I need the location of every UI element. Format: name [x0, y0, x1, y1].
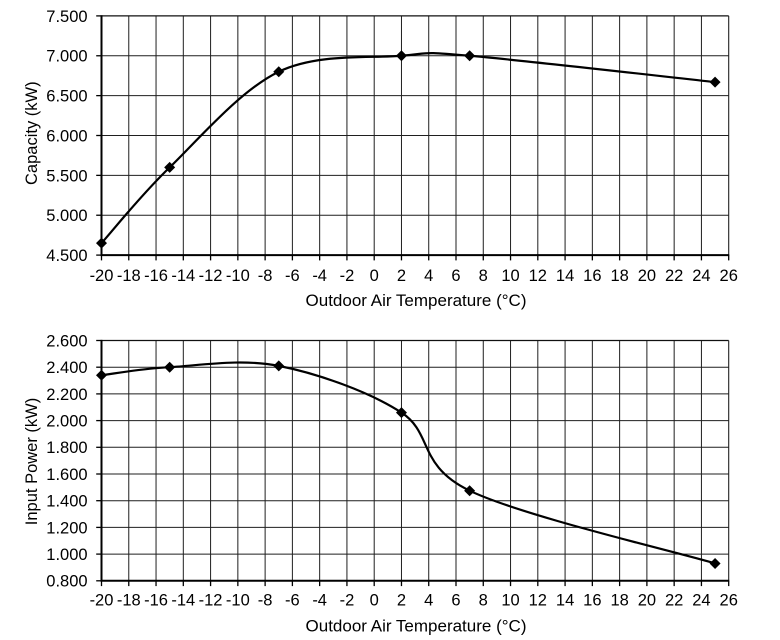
svg-text:7.500: 7.500 — [46, 8, 87, 26]
svg-text:-2: -2 — [340, 592, 355, 610]
svg-text:24: 24 — [692, 592, 710, 610]
svg-text:12: 12 — [529, 267, 547, 285]
svg-text:8: 8 — [479, 592, 488, 610]
svg-text:-18: -18 — [117, 267, 141, 285]
svg-text:6.500: 6.500 — [46, 88, 87, 106]
svg-text:20: 20 — [638, 267, 656, 285]
svg-text:-2: -2 — [340, 267, 355, 285]
svg-text:4.500: 4.500 — [46, 247, 87, 265]
svg-text:-8: -8 — [258, 267, 273, 285]
svg-text:1.400: 1.400 — [46, 493, 87, 511]
svg-text:-8: -8 — [258, 592, 273, 610]
svg-text:4: 4 — [424, 592, 433, 610]
svg-text:18: 18 — [610, 267, 628, 285]
svg-text:-6: -6 — [285, 267, 300, 285]
svg-text:-20: -20 — [90, 267, 114, 285]
svg-text:5.500: 5.500 — [46, 167, 87, 185]
svg-text:2.200: 2.200 — [46, 386, 87, 404]
svg-text:Capacity (kW): Capacity (kW) — [23, 81, 41, 185]
svg-text:2.400: 2.400 — [46, 359, 87, 377]
svg-text:Outdoor Air Temperature (°C): Outdoor Air Temperature (°C) — [306, 617, 527, 636]
svg-text:22: 22 — [665, 592, 683, 610]
svg-text:2.000: 2.000 — [46, 413, 87, 431]
svg-text:14: 14 — [556, 267, 574, 285]
svg-text:-10: -10 — [226, 592, 250, 610]
svg-text:-18: -18 — [117, 592, 141, 610]
svg-text:-12: -12 — [199, 267, 223, 285]
svg-text:0: 0 — [370, 267, 379, 285]
svg-text:-16: -16 — [144, 592, 168, 610]
svg-text:24: 24 — [692, 267, 710, 285]
svg-text:-12: -12 — [199, 592, 223, 610]
svg-text:10: 10 — [501, 267, 519, 285]
svg-text:-20: -20 — [90, 592, 114, 610]
svg-text:Input Power (kW): Input Power (kW) — [23, 398, 41, 525]
svg-text:-10: -10 — [226, 267, 250, 285]
svg-text:-16: -16 — [144, 267, 168, 285]
svg-text:2.600: 2.600 — [46, 332, 87, 350]
svg-text:16: 16 — [583, 592, 601, 610]
svg-text:1.200: 1.200 — [46, 519, 87, 537]
svg-text:Outdoor Air Temperature (°C): Outdoor Air Temperature (°C) — [306, 291, 527, 310]
svg-text:1.000: 1.000 — [46, 546, 87, 564]
svg-text:0: 0 — [370, 592, 379, 610]
svg-text:10: 10 — [501, 592, 519, 610]
svg-text:1.600: 1.600 — [46, 466, 87, 484]
svg-text:0.800: 0.800 — [46, 573, 87, 591]
svg-text:2: 2 — [397, 592, 406, 610]
svg-text:-14: -14 — [171, 267, 195, 285]
svg-text:6.000: 6.000 — [46, 127, 87, 145]
svg-text:7.000: 7.000 — [46, 48, 87, 66]
svg-text:-14: -14 — [171, 592, 195, 610]
svg-text:20: 20 — [638, 592, 656, 610]
svg-text:6: 6 — [451, 592, 460, 610]
svg-text:12: 12 — [529, 592, 547, 610]
svg-text:18: 18 — [610, 592, 628, 610]
svg-text:-6: -6 — [285, 592, 300, 610]
svg-text:5.000: 5.000 — [46, 207, 87, 225]
svg-text:16: 16 — [583, 267, 601, 285]
svg-text:8: 8 — [479, 267, 488, 285]
svg-text:2: 2 — [397, 267, 406, 285]
svg-text:14: 14 — [556, 592, 574, 610]
svg-text:-4: -4 — [312, 267, 327, 285]
svg-text:22: 22 — [665, 267, 683, 285]
svg-text:26: 26 — [720, 267, 738, 285]
svg-text:6: 6 — [451, 267, 460, 285]
svg-text:26: 26 — [720, 592, 738, 610]
svg-text:1.800: 1.800 — [46, 439, 87, 457]
svg-text:-4: -4 — [312, 592, 327, 610]
svg-text:4: 4 — [424, 267, 433, 285]
